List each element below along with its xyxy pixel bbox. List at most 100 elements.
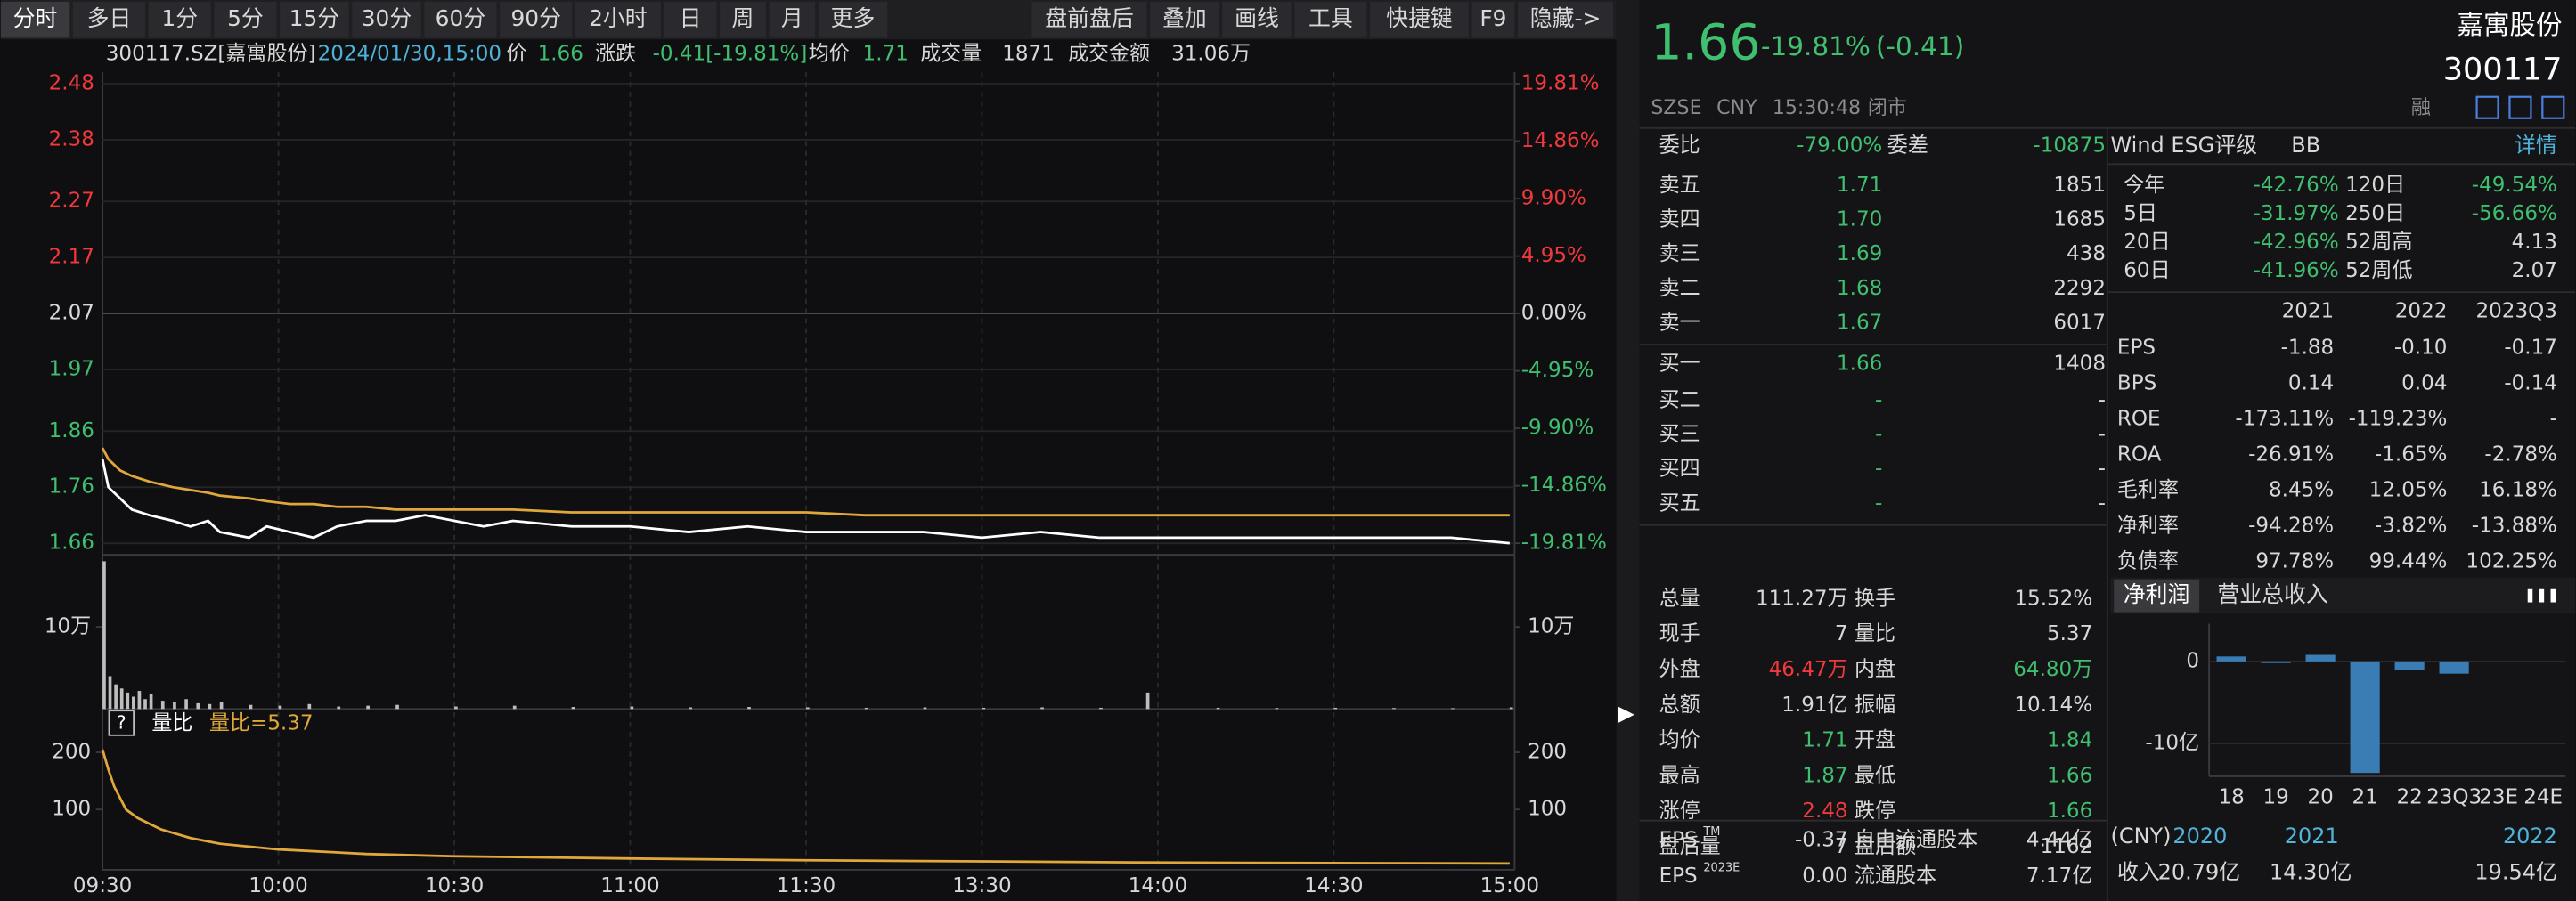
volume-bar — [160, 701, 165, 710]
volume-bar — [1040, 707, 1044, 710]
stat-label: 开盘 — [1855, 729, 1895, 752]
x-tick-label: 14:00 — [1129, 874, 1187, 897]
return-value: 4.13 — [2512, 231, 2557, 254]
level-volume: - — [2099, 423, 2106, 446]
tab[interactable] — [0, 1, 70, 38]
tab-label[interactable]: 分时 — [13, 5, 58, 31]
tool-label[interactable]: F9 — [1480, 5, 1506, 31]
tab-label[interactable]: 1分 — [161, 5, 198, 31]
return-label: 250日 — [2345, 202, 2405, 225]
x-tick-label: 23Q3 — [2426, 785, 2482, 808]
tab-label[interactable]: 多日 — [87, 5, 132, 31]
info-text: 1871 — [1002, 42, 1055, 65]
help-icon[interactable]: ? — [117, 711, 126, 733]
cell-value: -13.88% — [2472, 514, 2557, 537]
chart-area — [0, 0, 1617, 901]
tab-label[interactable]: 营业总收入 — [2217, 581, 2327, 607]
row-label: BPS — [2117, 371, 2156, 394]
tab[interactable] — [818, 1, 888, 38]
stock-name: 嘉寓股份 — [2458, 10, 2563, 40]
tab-label[interactable]: 15分 — [289, 5, 340, 31]
tool-label[interactable]: 盘前盘后 — [1045, 5, 1134, 31]
stat-value: 1.71 — [1802, 729, 1847, 752]
tab-label[interactable]: 5分 — [227, 5, 264, 31]
tab[interactable] — [500, 1, 573, 38]
level-label: 买一 — [1659, 353, 1700, 376]
volume-bar — [249, 704, 253, 710]
volume-bar — [219, 702, 224, 710]
tab[interactable] — [214, 1, 277, 38]
tool-label[interactable]: 工具 — [1308, 5, 1353, 31]
tool-button[interactable] — [1222, 1, 1292, 38]
y2-tick-label: 0.00% — [1521, 302, 1586, 325]
volume-bar — [395, 704, 399, 710]
volume-bar — [1333, 707, 1338, 710]
collapse-arrow[interactable]: ▶ — [1618, 701, 1635, 726]
y-tick-label: 10万 — [45, 615, 91, 638]
return-value: -56.66% — [2472, 202, 2557, 225]
tab[interactable] — [664, 1, 717, 38]
stat-label: 总量 — [1659, 587, 1700, 610]
tab[interactable] — [148, 1, 211, 38]
tab-label[interactable]: 2小时 — [589, 5, 648, 31]
volume-bar — [143, 699, 147, 710]
tab-label[interactable]: 更多 — [831, 5, 876, 31]
tab[interactable] — [720, 1, 766, 38]
tool-icon[interactable] — [2508, 95, 2532, 119]
tool-label[interactable]: 快捷键 — [1386, 5, 1453, 31]
eps-value: 0.00 — [1802, 864, 1847, 888]
tool-label[interactable]: 叠加 — [1162, 5, 1207, 31]
x-tick-label: 21 — [2352, 785, 2377, 808]
info-text: 成交量 — [920, 42, 982, 65]
y-tick-label: 2.27 — [49, 190, 94, 213]
eps-sup: TM — [1702, 825, 1720, 839]
cell-value: 102.25% — [2466, 549, 2556, 572]
tab[interactable] — [575, 1, 661, 38]
volume-bar — [512, 705, 517, 710]
tool-icon[interactable] — [2541, 95, 2565, 119]
tool-label[interactable]: 隐藏-> — [1530, 5, 1602, 31]
tab-label[interactable]: 净利润 — [2124, 581, 2190, 607]
indicator-value: 量比=5.37 — [209, 711, 314, 735]
cell-value: 19.54亿 — [2474, 860, 2557, 885]
tab[interactable] — [72, 1, 146, 38]
tab-label[interactable]: 30分 — [362, 5, 412, 31]
return-value: -41.96% — [2254, 259, 2339, 282]
tab[interactable] — [769, 1, 816, 38]
level-label: 卖二 — [1659, 277, 1700, 300]
tool-button[interactable] — [1294, 1, 1367, 38]
tab-label[interactable]: 周 — [732, 5, 754, 31]
stat-label: 振幅 — [1855, 694, 1895, 717]
ratio-line — [101, 749, 1510, 865]
stat-label: 最低 — [1855, 764, 1895, 787]
tab-label[interactable]: 日 — [680, 5, 702, 31]
last-price: 1.66 — [1651, 15, 1760, 72]
tool-icon[interactable] — [2475, 95, 2499, 119]
tool-button[interactable] — [1150, 1, 1219, 38]
bar — [2394, 661, 2425, 670]
return-value: -31.97% — [2254, 202, 2339, 225]
tool-button[interactable] — [1031, 1, 1147, 38]
level-volume: 1851 — [2053, 174, 2106, 197]
esg-detail[interactable]: 详情 — [2515, 133, 2557, 158]
tool-button[interactable] — [1471, 1, 1515, 38]
tab-label[interactable]: 90分 — [510, 5, 561, 31]
tab[interactable] — [280, 1, 349, 38]
eps-value: -0.37 — [1795, 828, 1848, 851]
y2-tick-label: 10万 — [1528, 615, 1574, 638]
return-label: 120日 — [2345, 174, 2405, 197]
tab-active[interactable] — [2114, 579, 2200, 613]
volume-bar — [747, 707, 751, 710]
orderbook-value: -79.00% — [1797, 134, 1882, 158]
tab-label[interactable]: 月 — [781, 5, 803, 31]
help-box[interactable] — [108, 710, 135, 736]
tool-button[interactable] — [1518, 1, 1613, 38]
tool-button[interactable] — [1370, 1, 1469, 38]
row-label: 收入 — [2117, 860, 2160, 885]
tab-label[interactable]: 60分 — [436, 5, 486, 31]
tab[interactable] — [424, 1, 497, 38]
return-label: 52周高 — [2345, 231, 2412, 254]
tab[interactable] — [352, 1, 421, 38]
tool-label[interactable]: 画线 — [1235, 5, 1279, 31]
